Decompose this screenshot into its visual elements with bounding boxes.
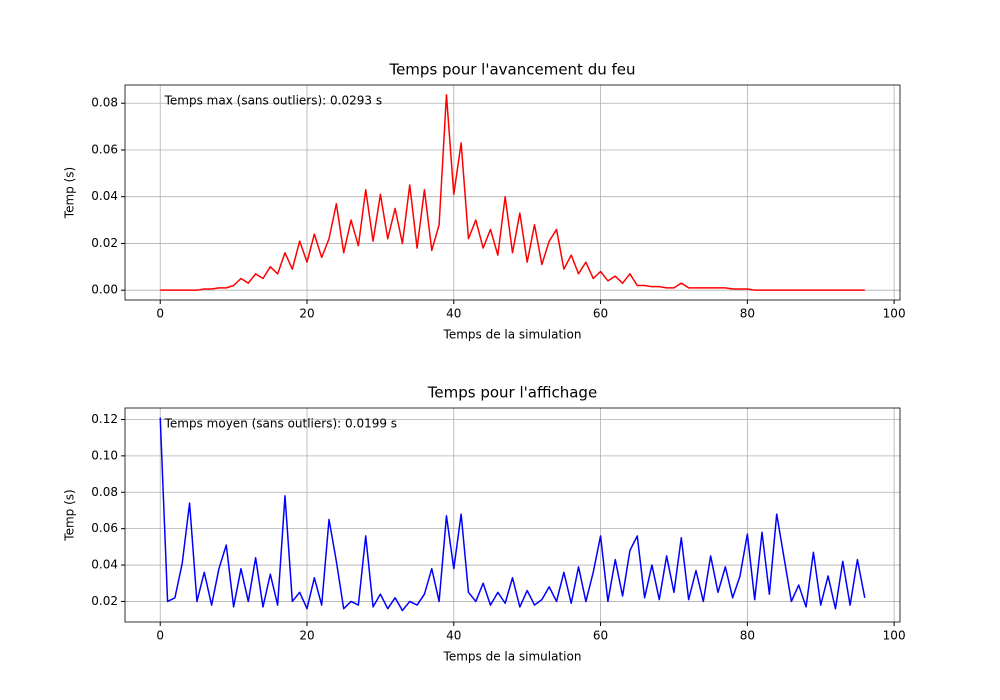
x-tick-label: 60: [593, 629, 608, 643]
x-tick-label: 20: [299, 307, 314, 321]
y-axis-label: Temp (s): [63, 167, 77, 219]
x-tick-label: 100: [883, 629, 906, 643]
chart-title: Temps pour l'avancement du feu: [388, 61, 635, 79]
x-tick-label: 100: [883, 307, 906, 321]
data-line: [159, 417, 866, 612]
y-tick-label: 0.10: [91, 448, 118, 462]
x-axis-label: Temps de la simulation: [443, 650, 582, 664]
x-tick-label: 40: [446, 629, 461, 643]
y-tick-label: 0.04: [91, 189, 118, 203]
y-tick-label: 0.06: [91, 521, 118, 535]
y-tick-label: 0.00: [91, 283, 118, 297]
y-tick-label: 0.06: [91, 142, 118, 156]
x-tick-label: 80: [740, 629, 755, 643]
x-tick-label: 0: [156, 629, 164, 643]
x-axis-label: Temps de la simulation: [443, 328, 582, 342]
y-tick-label: 0.08: [91, 485, 118, 499]
axes-frame: [124, 84, 901, 301]
annotation: Temps max (sans outliers): 0.0293 s: [164, 94, 382, 108]
x-tick-label: 40: [446, 307, 461, 321]
x-tick-label: 60: [593, 307, 608, 321]
y-tick-label: 0.08: [91, 96, 118, 110]
chart-title: Temps pour l'affichage: [427, 384, 597, 402]
y-tick-label: 0.02: [91, 236, 118, 250]
annotation: Temps moyen (sans outliers): 0.0199 s: [164, 417, 397, 431]
data-line: [160, 94, 865, 291]
y-tick-label: 0.02: [91, 594, 118, 608]
y-tick-label: 0.04: [91, 558, 118, 572]
x-tick-label: 80: [740, 307, 755, 321]
y-tick-label: 0.12: [91, 412, 118, 426]
x-tick-label: 20: [299, 629, 314, 643]
x-tick-label: 0: [156, 307, 164, 321]
y-axis-label: Temp (s): [63, 489, 77, 541]
axes-frame: [124, 407, 901, 623]
